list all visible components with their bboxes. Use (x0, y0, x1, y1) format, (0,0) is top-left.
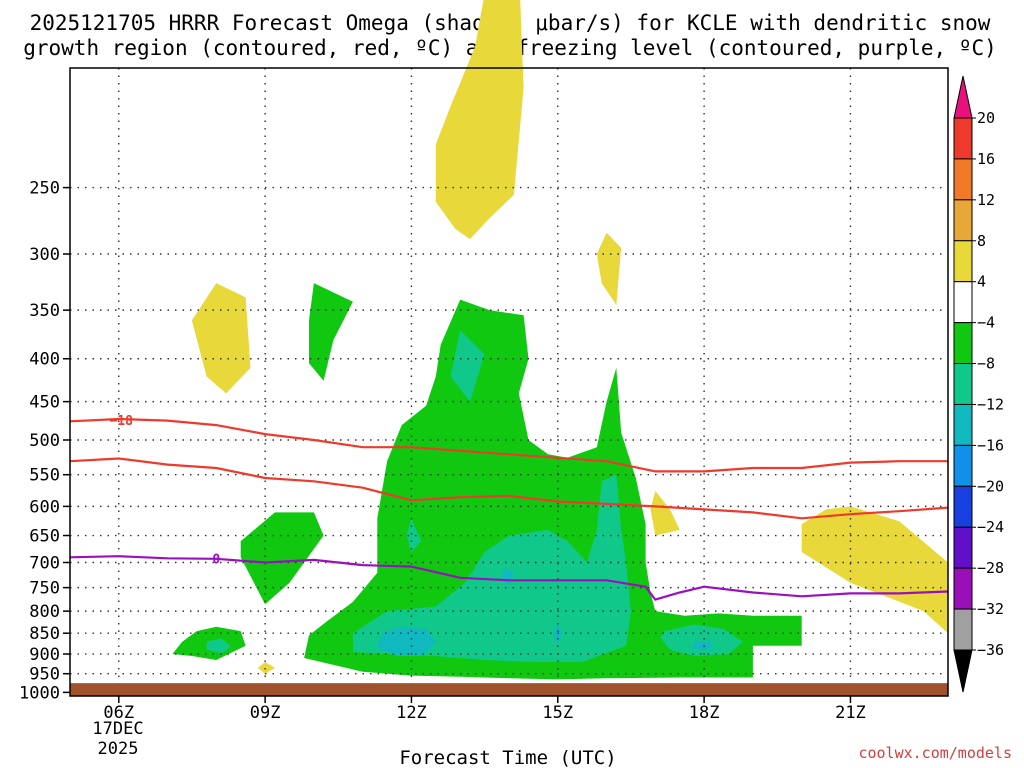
omega-region-6 (309, 283, 353, 381)
y-tick-label: 950 (29, 665, 60, 685)
x-tick-label: 12Z (396, 703, 427, 723)
colorbar-label: −4 (977, 314, 995, 332)
omega-region-15 (377, 626, 436, 656)
colorbar-box (953, 608, 973, 651)
date-label-day: 17DEC (92, 719, 143, 739)
y-tick-label: 800 (29, 602, 60, 622)
colorbar-box (953, 158, 973, 201)
y-tick-label: 400 (29, 350, 60, 370)
omega-region-7 (240, 512, 324, 605)
colorbar-label: −28 (977, 559, 1004, 577)
y-tick-label: 500 (29, 431, 60, 451)
omega-shading-layer (172, 0, 948, 680)
y-tick-label: 300 (29, 245, 60, 265)
colorbar-box (953, 485, 973, 528)
contour-line--18 (69, 417, 948, 473)
y-tick-label: 250 (29, 179, 60, 199)
x-axis-label: Forecast Time (UTC) (399, 747, 616, 768)
omega-region-0 (435, 0, 524, 240)
gridlines (70, 68, 948, 684)
contour-line--12 (69, 457, 949, 520)
x-tick-label: 06Z (103, 703, 134, 723)
surface-terrain (70, 683, 948, 696)
contour-label-0: 0 (212, 552, 220, 567)
colorbar-arrow-bottom (953, 649, 973, 693)
omega-region-9 (304, 299, 802, 680)
colorbar-box (953, 567, 973, 610)
colorbar-box (953, 322, 973, 365)
plot-frame (69, 67, 949, 697)
time-axis: 06Z 09Z 12Z 15Z 18Z 21Z (103, 696, 866, 723)
contour-line-0 (69, 555, 949, 601)
colorbar-label: −24 (977, 518, 1004, 536)
y-tick-label: 650 (29, 527, 60, 547)
colorbar-box (953, 363, 973, 405)
temperature-contours: −18 0 (69, 414, 949, 601)
colorbar-arrow-top (953, 75, 973, 119)
omega-region-18 (691, 640, 714, 651)
pressure-axis: 2503003504004505005506006507007508008509… (19, 179, 70, 703)
colorbar-label: 16 (977, 150, 995, 168)
colorbar-label: −12 (977, 395, 1004, 413)
colorbar-box (953, 117, 973, 160)
x-tick-label: 18Z (689, 703, 720, 723)
colorbar-label: −32 (977, 600, 1004, 618)
y-tick-label: 1000 (19, 683, 60, 703)
colorbar-box (953, 281, 973, 324)
colorbar-box (953, 526, 973, 569)
y-tick-label: 350 (29, 301, 60, 321)
omega-region-11 (406, 518, 422, 552)
colorbar: 20 16 12 8 4 −4 −8 −12 −16 −20 −24 −28 −32 −36 (953, 75, 1004, 693)
colorbar-label: −20 (977, 477, 1004, 495)
colorbar-box (953, 240, 973, 283)
omega-region-13 (660, 624, 744, 656)
x-tick-label: 09Z (250, 703, 281, 723)
y-tick-label: 600 (29, 497, 60, 517)
y-tick-label: 700 (29, 554, 60, 574)
y-tick-label: 450 (29, 393, 60, 413)
colorbar-label: −16 (977, 436, 1004, 454)
omega-region-14 (206, 638, 231, 654)
y-tick-label: 850 (29, 624, 60, 644)
omega-region-10 (450, 330, 485, 402)
colorbar-label: 12 (977, 191, 995, 209)
colorbar-box (953, 444, 973, 487)
omega-region-5 (257, 662, 275, 674)
omega-region-1 (596, 232, 622, 305)
surface-layer (70, 683, 948, 696)
date-label-year: 2025 (98, 739, 139, 759)
y-tick-label: 750 (29, 579, 60, 599)
omega-region-4 (801, 506, 948, 634)
colorbar-box (953, 403, 973, 446)
x-tick-label: 15Z (542, 703, 573, 723)
contour-label-minus18: −18 (109, 414, 133, 429)
credit-text: coolwx.com/models (858, 744, 1012, 762)
colorbar-label: 4 (977, 273, 986, 291)
colorbar-label: −36 (977, 641, 1004, 659)
colorbar-label: −8 (977, 355, 995, 373)
y-tick-label: 900 (29, 645, 60, 665)
colorbar-box (953, 199, 973, 242)
colorbar-label: 20 (977, 109, 995, 127)
omega-region-12 (352, 474, 631, 662)
colorbar-label: 8 (977, 232, 986, 250)
omega-region-3 (650, 490, 680, 536)
omega-region-17 (552, 624, 563, 644)
omega-region-2 (191, 283, 251, 394)
x-tick-label: 21Z (835, 703, 866, 723)
y-tick-label: 550 (29, 466, 60, 486)
